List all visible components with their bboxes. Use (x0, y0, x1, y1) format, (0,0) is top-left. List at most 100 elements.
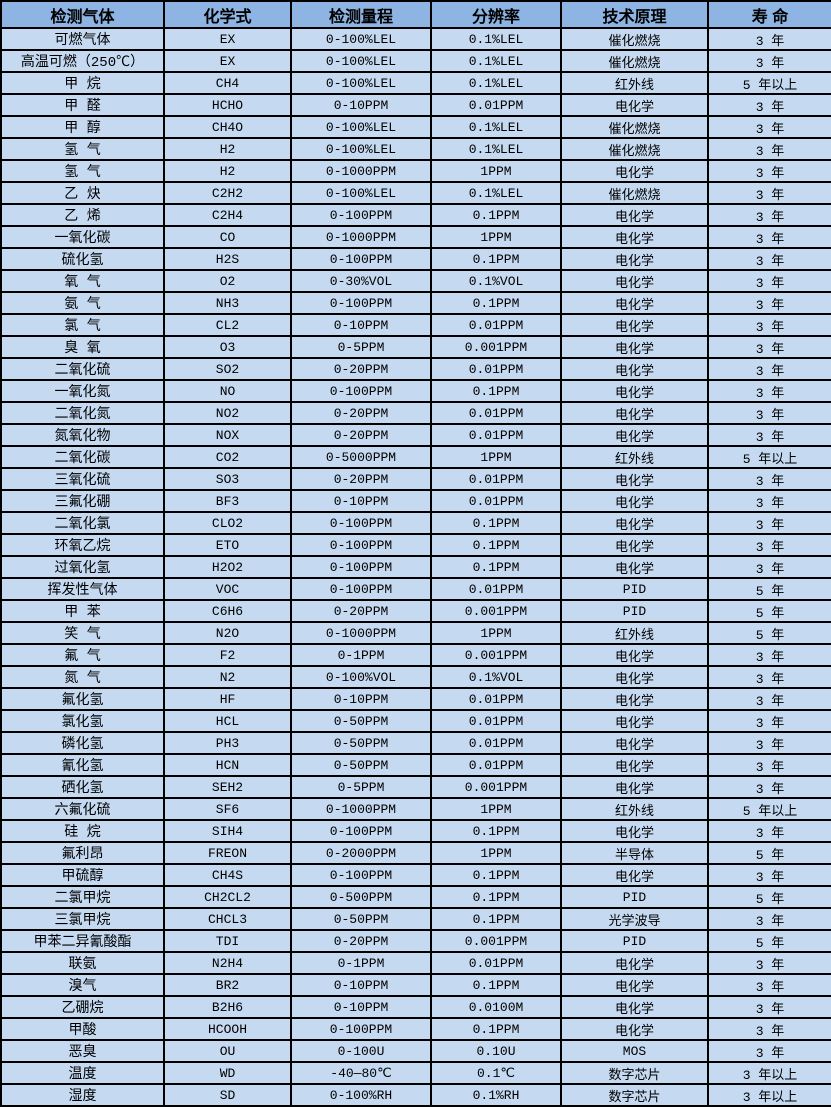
cell-technology: 电化学 (560, 335, 709, 359)
table-row: 二氯甲烷 CH2CL2 0-500PPM 0.1PPM PID 5 年 (0, 885, 831, 909)
cell-lifespan: 3 年 (707, 291, 831, 315)
table-row: 联氨 N2H4 0-1PPM 0.01PPM 电化学 3 年 (0, 951, 831, 975)
cell-gas-name: 湿度 (0, 1083, 165, 1107)
cell-detection-range: 0-100PPM (290, 291, 432, 315)
cell-lifespan: 3 年 (707, 951, 831, 975)
cell-lifespan: 5 年 (707, 929, 831, 953)
cell-technology: PID (560, 929, 709, 953)
table-row: 溴气 BR2 0-10PPM 0.1PPM 电化学 3 年 (0, 973, 831, 997)
table-row: 可燃气体 EX 0-100%LEL 0.1%LEL 催化燃烧 3 年 (0, 27, 831, 51)
cell-lifespan: 3 年 (707, 555, 831, 579)
cell-resolution: 0.1PPM (430, 973, 562, 997)
cell-detection-range: 0-10PPM (290, 313, 432, 337)
cell-gas-name: 三氟化硼 (0, 489, 165, 513)
cell-detection-range: 0-20PPM (290, 467, 432, 491)
column-header: 检测气体 (0, 0, 165, 29)
cell-chemical-formula: CH4S (163, 863, 292, 887)
cell-lifespan: 5 年 (707, 621, 831, 645)
cell-technology: 电化学 (560, 555, 709, 579)
cell-lifespan: 3 年 (707, 27, 831, 51)
cell-technology: 电化学 (560, 863, 709, 887)
cell-chemical-formula: VOC (163, 577, 292, 601)
cell-chemical-formula: SO2 (163, 357, 292, 381)
cell-lifespan: 3 年以上 (707, 1061, 831, 1085)
cell-detection-range: 0-50PPM (290, 907, 432, 931)
cell-technology: 数字芯片 (560, 1061, 709, 1085)
cell-resolution: 1PPM (430, 841, 562, 865)
table-row: 氟利昂 FREON 0-2000PPM 1PPM 半导体 5 年 (0, 841, 831, 865)
cell-chemical-formula: CO (163, 225, 292, 249)
cell-technology: 电化学 (560, 203, 709, 227)
cell-technology: 电化学 (560, 1017, 709, 1041)
cell-gas-name: 三氧化硫 (0, 467, 165, 491)
table-row: 三氧化硫 SO3 0-20PPM 0.01PPM 电化学 3 年 (0, 467, 831, 491)
cell-detection-range: 0-1PPM (290, 643, 432, 667)
cell-chemical-formula: HCHO (163, 93, 292, 117)
cell-gas-name: 可燃气体 (0, 27, 165, 51)
cell-gas-name: 氧 气 (0, 269, 165, 293)
table-row: 一氧化碳 CO 0-1000PPM 1PPM 电化学 3 年 (0, 225, 831, 249)
column-header: 分辨率 (430, 0, 562, 29)
cell-gas-name: 氢 气 (0, 159, 165, 183)
cell-technology: 电化学 (560, 533, 709, 557)
cell-resolution: 0.1PPM (430, 533, 562, 557)
cell-gas-name: 二氯甲烷 (0, 885, 165, 909)
cell-resolution: 0.1%LEL (430, 27, 562, 51)
table-row: 氢 气 H2 0-100%LEL 0.1%LEL 催化燃烧 3 年 (0, 137, 831, 161)
table-row: 二氧化硫 SO2 0-20PPM 0.01PPM 电化学 3 年 (0, 357, 831, 381)
cell-technology: 半导体 (560, 841, 709, 865)
cell-lifespan: 3 年 (707, 247, 831, 271)
cell-gas-name: 恶臭 (0, 1039, 165, 1063)
cell-chemical-formula: H2S (163, 247, 292, 271)
cell-detection-range: 0-100PPM (290, 533, 432, 557)
cell-chemical-formula: OU (163, 1039, 292, 1063)
cell-chemical-formula: NO2 (163, 401, 292, 425)
table-row: 甲酸 HCOOH 0-100PPM 0.1PPM 电化学 3 年 (0, 1017, 831, 1041)
table-row: 甲硫醇 CH4S 0-100PPM 0.1PPM 电化学 3 年 (0, 863, 831, 887)
cell-resolution: 0.1PPM (430, 819, 562, 843)
cell-chemical-formula: F2 (163, 643, 292, 667)
cell-detection-range: 0-1PPM (290, 951, 432, 975)
cell-gas-name: 氮氧化物 (0, 423, 165, 447)
cell-resolution: 1PPM (430, 225, 562, 249)
cell-chemical-formula: O3 (163, 335, 292, 359)
cell-chemical-formula: ETO (163, 533, 292, 557)
cell-chemical-formula: EX (163, 27, 292, 51)
cell-technology: 电化学 (560, 995, 709, 1019)
cell-resolution: 0.1PPM (430, 863, 562, 887)
cell-detection-range: 0-10PPM (290, 995, 432, 1019)
cell-resolution: 0.01PPM (430, 489, 562, 513)
cell-resolution: 0.001PPM (430, 929, 562, 953)
cell-chemical-formula: SIH4 (163, 819, 292, 843)
cell-gas-name: 笑 气 (0, 621, 165, 645)
table-row: 乙硼烷 B2H6 0-10PPM 0.0100M 电化学 3 年 (0, 995, 831, 1019)
table-row: 氮氧化物 NOX 0-20PPM 0.01PPM 电化学 3 年 (0, 423, 831, 447)
cell-chemical-formula: CHCL3 (163, 907, 292, 931)
table-row: 过氧化氢 H2O2 0-100PPM 0.1PPM 电化学 3 年 (0, 555, 831, 579)
cell-resolution: 0.01PPM (430, 467, 562, 491)
cell-detection-range: 0-20PPM (290, 423, 432, 447)
cell-technology: 红外线 (560, 445, 709, 469)
cell-gas-name: 氯化氢 (0, 709, 165, 733)
table-row: 挥发性气体 VOC 0-100PPM 0.01PPM PID 5 年 (0, 577, 831, 601)
table-row: 甲 醛 HCHO 0-10PPM 0.01PPM 电化学 3 年 (0, 93, 831, 117)
cell-resolution: 0.01PPM (430, 357, 562, 381)
cell-detection-range: 0-100PPM (290, 1017, 432, 1041)
table-row: 湿度 SD 0-100%RH 0.1%RH 数字芯片 3 年以上 (0, 1083, 831, 1107)
cell-technology: 电化学 (560, 643, 709, 667)
cell-lifespan: 3 年 (707, 973, 831, 997)
cell-lifespan: 3 年 (707, 115, 831, 139)
cell-resolution: 0.10U (430, 1039, 562, 1063)
cell-gas-name: 甲 烷 (0, 71, 165, 95)
table-row: 乙 烯 C2H4 0-100PPM 0.1PPM 电化学 3 年 (0, 203, 831, 227)
table-row: 硫化氢 H2S 0-100PPM 0.1PPM 电化学 3 年 (0, 247, 831, 271)
cell-gas-name: 温度 (0, 1061, 165, 1085)
cell-resolution: 0.01PPM (430, 951, 562, 975)
cell-gas-name: 甲酸 (0, 1017, 165, 1041)
table-row: 六氟化硫 SF6 0-1000PPM 1PPM 红外线 5 年以上 (0, 797, 831, 821)
cell-technology: 电化学 (560, 709, 709, 733)
cell-technology: 电化学 (560, 731, 709, 755)
cell-detection-range: 0-1000PPM (290, 159, 432, 183)
cell-gas-name: 三氯甲烷 (0, 907, 165, 931)
cell-detection-range: 0-5PPM (290, 335, 432, 359)
